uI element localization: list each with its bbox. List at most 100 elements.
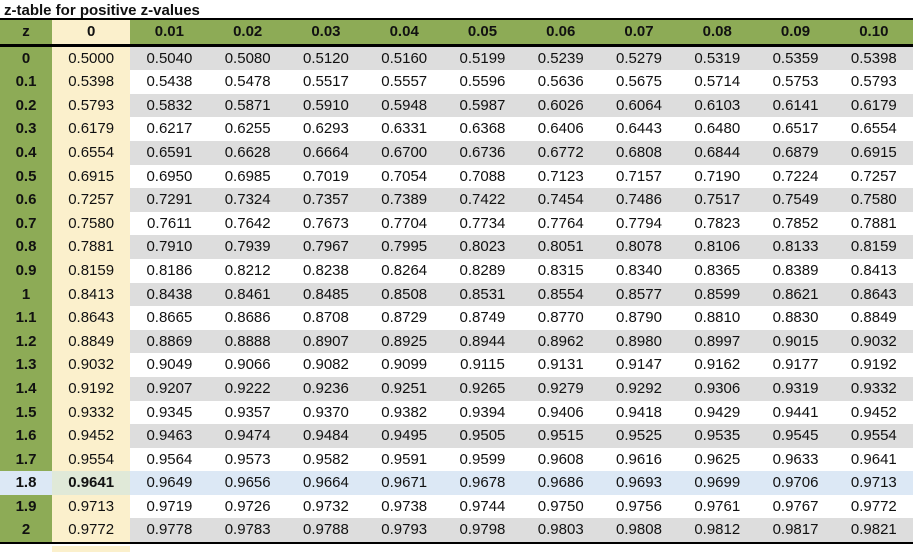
table-cell: 0.6026 <box>521 93 600 118</box>
table-cell: 0.8708 <box>286 306 366 330</box>
table-cell: 0.9699 <box>678 471 757 495</box>
table-cell: 0.8830 <box>756 306 835 330</box>
table-cell: 0.7881 <box>52 235 131 259</box>
column-header: 0.02 <box>208 20 287 47</box>
table-cell: 0.9732 <box>286 494 366 519</box>
table-cell: 0.6554 <box>834 117 913 141</box>
table-cell: 0.6179 <box>52 117 131 141</box>
table-cell: 0.9554 <box>52 447 131 472</box>
table-cell: 0.6554 <box>52 140 131 165</box>
table-cell: 0.9251 <box>365 376 444 401</box>
table-row: 1.4 0.9192 0.9207 0.9222 0.9236 0.9251 0.9265 0… <box>0 376 913 401</box>
table-cell: 0.9192 <box>52 376 131 401</box>
table-cell: 0.7704 <box>365 211 444 236</box>
row-header-z: 1.6 <box>0 424 52 448</box>
table-cell: 0.8749 <box>443 306 522 330</box>
table-cell: 0.8238 <box>286 258 366 283</box>
table-cell: 0.9641 <box>52 471 131 495</box>
table-cell: 0.5714 <box>678 70 757 94</box>
table-row: 0.1 0.5398 0.5438 0.5478 0.5517 0.5557 0.5596 0… <box>0 70 913 94</box>
table-cell: 0.5319 <box>678 45 757 71</box>
table-cell: 0.8577 <box>599 282 679 307</box>
column-header: 0.04 <box>365 20 444 47</box>
table-cell: 0.9788 <box>286 518 366 545</box>
table-cell: 0.6217 <box>130 117 209 141</box>
table-row: 1.3 0.9032 0.9049 0.9066 0.9082 0.9099 0.9115 0… <box>0 353 913 377</box>
table-cell: 0.9525 <box>599 424 679 448</box>
table-cell: 0.7910 <box>130 235 209 259</box>
table-row: 0.8 0.7881 0.7910 0.7939 0.7967 0.7995 0.8023 0… <box>0 235 913 259</box>
table-cell: 0.9370 <box>286 400 366 425</box>
z-table: z 0 0.01 0.02 0.03 0.04 0.05 0.06 0.07 0.08 0.09 0.… <box>0 20 913 545</box>
table-cell: 0.8925 <box>365 329 444 354</box>
table-cell: 0.7257 <box>834 164 913 189</box>
table-cell: 0.7389 <box>365 188 444 212</box>
table-cell: 0.7257 <box>52 188 131 212</box>
table-cell: 0.9515 <box>521 424 600 448</box>
table-cell: 0.5793 <box>52 93 131 118</box>
column-header: 0.01 <box>130 20 209 47</box>
table-cell: 0.8485 <box>286 282 366 307</box>
column-header: 0.05 <box>443 20 522 47</box>
table-cell: 0.9306 <box>678 376 757 401</box>
table-cell: 0.9441 <box>756 400 835 425</box>
table-cell: 0.9750 <box>521 494 600 519</box>
table-cell: 0.8023 <box>443 235 522 259</box>
table-row: 2 0.9772 0.9778 0.9783 0.9788 0.9793 0.9798 0.9… <box>0 518 913 545</box>
table-cell: 0.6443 <box>599 117 679 141</box>
table-row: 1.8 0.9641 0.9649 0.9656 0.9664 0.9671 0.9678 0… <box>0 471 913 495</box>
table-cell: 0.9418 <box>599 400 679 425</box>
table-cell: 0.9713 <box>52 494 131 519</box>
table-cell: 0.9474 <box>208 424 287 448</box>
table-cell: 0.5359 <box>756 45 835 71</box>
table-cell: 0.7454 <box>521 188 600 212</box>
row-header-z: 1.9 <box>0 494 52 519</box>
table-row: 0.4 0.6554 0.6591 0.6628 0.6664 0.6700 0.6736 0… <box>0 140 913 165</box>
table-cell: 0.5948 <box>365 93 444 118</box>
column-header: 0 <box>52 20 131 47</box>
table-cell: 0.7642 <box>208 211 287 236</box>
row-header-z: 1.5 <box>0 400 52 425</box>
table-cell: 0.5478 <box>208 70 287 94</box>
table-cell: 0.9633 <box>756 447 835 472</box>
table-cell: 0.9505 <box>443 424 522 448</box>
table-cell: 0.5910 <box>286 93 366 118</box>
table-cell: 0.8461 <box>208 282 287 307</box>
table-cell: 0.8508 <box>365 282 444 307</box>
table-cell: 0.7764 <box>521 211 600 236</box>
table-cell: 0.8212 <box>208 258 287 283</box>
table-cell: 0.9147 <box>599 353 679 377</box>
table-cell: 0.9817 <box>756 518 835 545</box>
table-cell: 0.6591 <box>130 140 209 165</box>
table-cell: 0.9406 <box>521 400 600 425</box>
table-cell: 0.6950 <box>130 164 209 189</box>
table-cell: 0.9767 <box>756 494 835 519</box>
table-cell: 0.9599 <box>443 447 522 472</box>
table-cell: 0.9049 <box>130 353 209 377</box>
table-cell: 0.9032 <box>834 329 913 354</box>
table-cell: 0.7673 <box>286 211 366 236</box>
table-cell: 0.8051 <box>521 235 600 259</box>
table-cell: 0.7939 <box>208 235 287 259</box>
row-header-z: 0.4 <box>0 140 52 165</box>
table-row: 0.2 0.5793 0.5832 0.5871 0.5910 0.5948 0.5987 0… <box>0 93 913 118</box>
table-row: 0.5 0.6915 0.6950 0.6985 0.7019 0.7054 0.7088 0… <box>0 164 913 189</box>
table-row: 0.9 0.8159 0.8186 0.8212 0.8238 0.8264 0.8289 0… <box>0 258 913 283</box>
table-cell: 0.6064 <box>599 93 679 118</box>
table-cell: 0.8686 <box>208 306 287 330</box>
table-cell: 0.5160 <box>365 45 444 71</box>
table-cell: 0.9686 <box>521 471 600 495</box>
table-cell: 0.9162 <box>678 353 757 377</box>
table-cell: 0.5517 <box>286 70 366 94</box>
table-cell: 0.7549 <box>756 188 835 212</box>
table-cell: 0.8980 <box>599 329 679 354</box>
table-cell: 0.8159 <box>52 258 131 283</box>
table-cell: 0.6368 <box>443 117 522 141</box>
table-cell: 0.6293 <box>286 117 366 141</box>
table-cell: 0.7794 <box>599 211 679 236</box>
page-title: z-table for positive z-values <box>0 0 913 20</box>
row-header-z: 0.3 <box>0 117 52 141</box>
row-header-z: 1 <box>0 282 52 307</box>
row-header-z: 1.1 <box>0 306 52 330</box>
table-cell: 0.9345 <box>130 400 209 425</box>
